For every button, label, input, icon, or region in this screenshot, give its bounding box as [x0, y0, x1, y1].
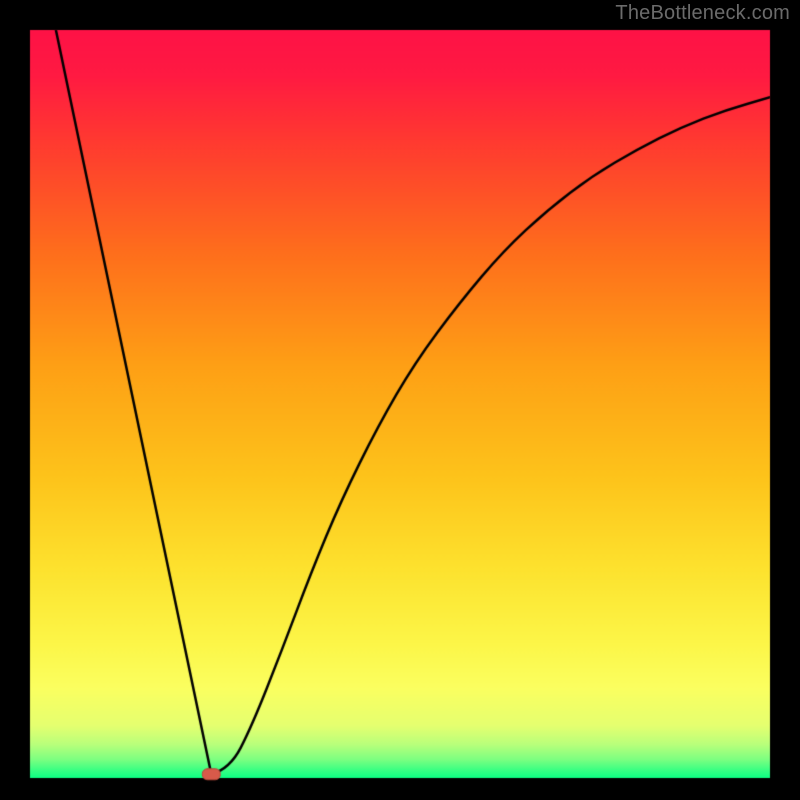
attribution-label: TheBottleneck.com: [615, 2, 790, 25]
chart-container: TheBottleneck.com: [0, 0, 800, 800]
chart-plot-layer: [0, 0, 800, 800]
